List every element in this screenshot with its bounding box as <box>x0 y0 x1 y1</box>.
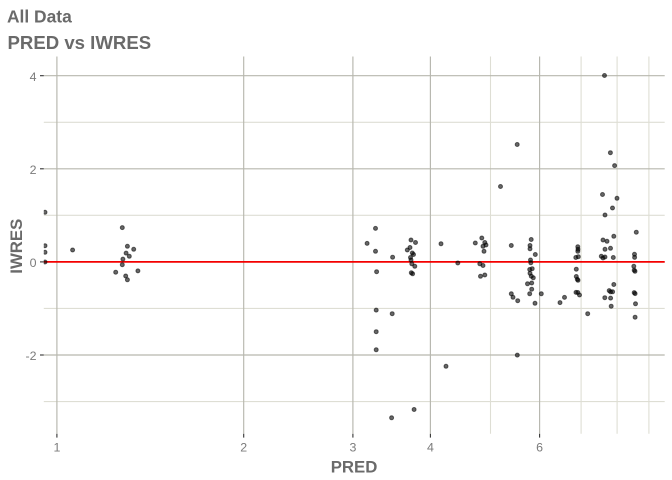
svg-text:4: 4 <box>30 70 37 84</box>
svg-text:0: 0 <box>30 256 37 270</box>
svg-text:-2: -2 <box>25 349 36 363</box>
svg-text:4: 4 <box>427 441 434 455</box>
svg-text:2: 2 <box>240 441 247 455</box>
svg-text:IWRES: IWRES <box>7 219 26 274</box>
svg-text:1: 1 <box>53 441 60 455</box>
svg-text:6: 6 <box>536 441 543 455</box>
svg-text:PRED: PRED <box>331 457 378 476</box>
svg-text:PRED vs IWRES: PRED vs IWRES <box>8 32 152 53</box>
svg-text:3: 3 <box>349 441 356 455</box>
svg-text:All Data: All Data <box>7 6 72 26</box>
svg-text:2: 2 <box>30 163 37 177</box>
